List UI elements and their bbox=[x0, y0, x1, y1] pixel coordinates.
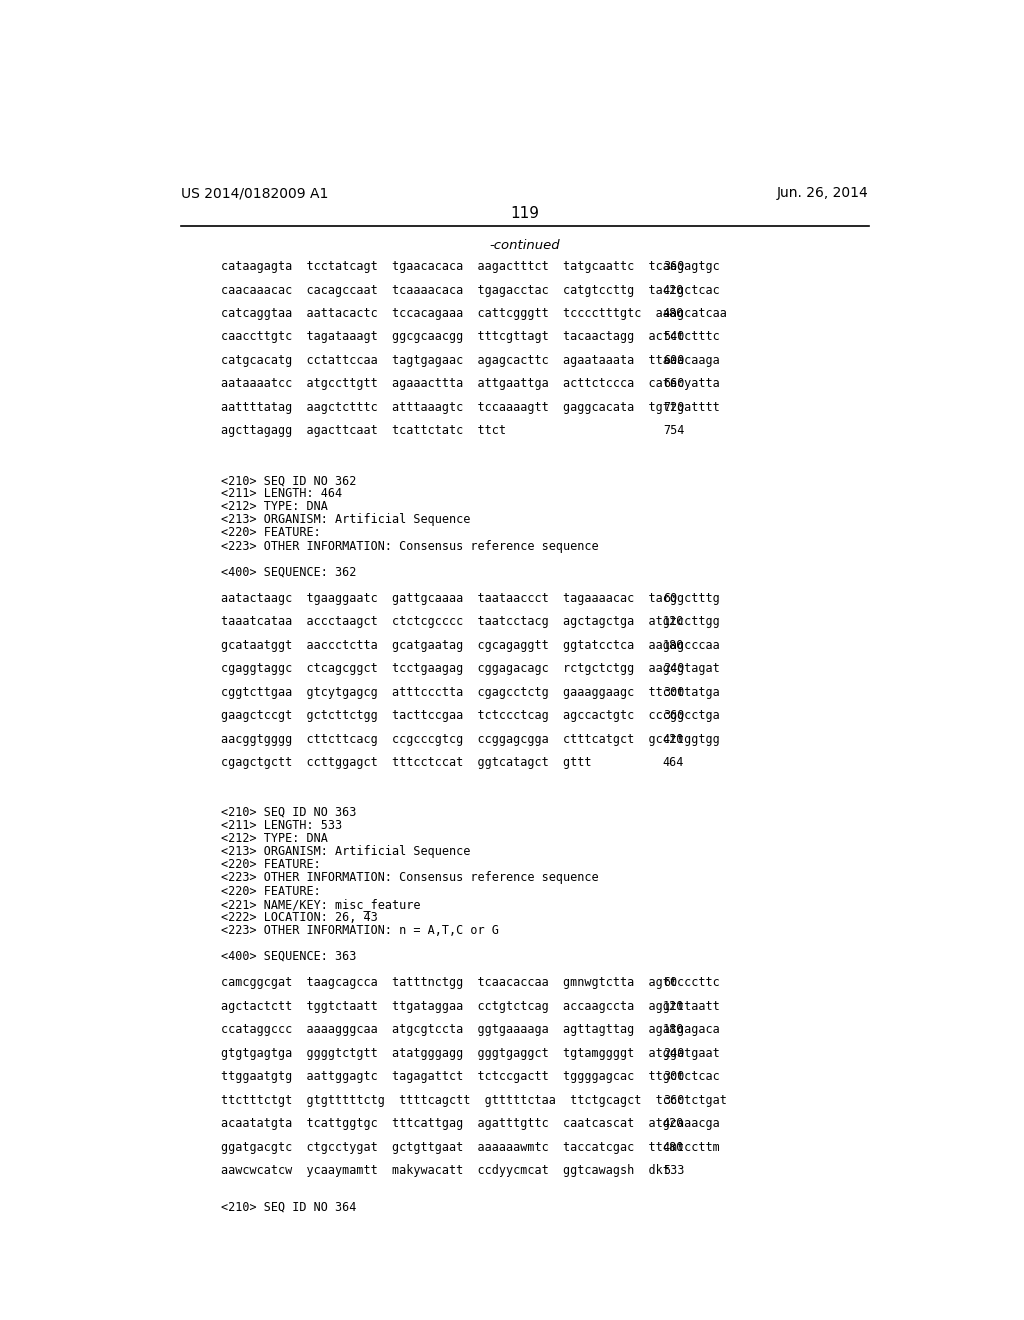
Text: ttctttctgt  gtgtttttctg  ttttcagctt  gtttttctaa  ttctgcagct  tccctctgat: ttctttctgt gtgtttttctg ttttcagctt gttttt… bbox=[221, 1093, 727, 1106]
Text: <223> OTHER INFORMATION: n = A,T,C or G: <223> OTHER INFORMATION: n = A,T,C or G bbox=[221, 924, 499, 937]
Text: gtgtgagtga  ggggtctgtt  atatgggagg  gggtgaggct  tgtamggggt  atggatgaat: gtgtgagtga ggggtctgtt atatgggagg gggtgag… bbox=[221, 1047, 720, 1060]
Text: <220> FEATURE:: <220> FEATURE: bbox=[221, 858, 321, 871]
Text: agcttagagg  agacttcaat  tcattctatc  ttct: agcttagagg agacttcaat tcattctatc ttct bbox=[221, 425, 506, 437]
Text: <400> SEQUENCE: 362: <400> SEQUENCE: 362 bbox=[221, 566, 356, 578]
Text: <223> OTHER INFORMATION: Consensus reference sequence: <223> OTHER INFORMATION: Consensus refer… bbox=[221, 540, 599, 553]
Text: <212> TYPE: DNA: <212> TYPE: DNA bbox=[221, 832, 328, 845]
Text: 754: 754 bbox=[663, 425, 684, 437]
Text: agctactctt  tggtctaatt  ttgataggaa  cctgtctcag  accaagccta  aggtttaatt: agctactctt tggtctaatt ttgataggaa cctgtct… bbox=[221, 999, 720, 1012]
Text: 60: 60 bbox=[663, 977, 677, 989]
Text: ccataggccc  aaaagggcaa  atgcgtccta  ggtgaaaaga  agttagttag  agatgagaca: ccataggccc aaaagggcaa atgcgtccta ggtgaaa… bbox=[221, 1023, 720, 1036]
Text: aattttatag  aagctctttc  atttaaagtc  tccaaaagtt  gaggcacata  tgttgatttt: aattttatag aagctctttc atttaaagtc tccaaaa… bbox=[221, 401, 720, 414]
Text: 660: 660 bbox=[663, 378, 684, 391]
Text: taaatcataa  accctaagct  ctctcgcccc  taatcctacg  agctagctga  atgtccttgg: taaatcataa accctaagct ctctcgcccc taatcct… bbox=[221, 615, 720, 628]
Text: acaatatgta  tcattggtgc  tttcattgag  agatttgttc  caatcascat  atgcaaacga: acaatatgta tcattggtgc tttcattgag agatttg… bbox=[221, 1117, 720, 1130]
Text: aataaaatcc  atgccttgtt  agaaacttta  attgaattga  acttctccca  catacyatta: aataaaatcc atgccttgtt agaaacttta attgaat… bbox=[221, 378, 720, 391]
Text: 120: 120 bbox=[663, 999, 684, 1012]
Text: 480: 480 bbox=[663, 1140, 684, 1154]
Text: US 2014/0182009 A1: US 2014/0182009 A1 bbox=[180, 186, 328, 201]
Text: <221> NAME/KEY: misc_feature: <221> NAME/KEY: misc_feature bbox=[221, 898, 421, 911]
Text: cgagctgctt  ccttggagct  tttcctccat  ggtcatagct  gttt: cgagctgctt ccttggagct tttcctccat ggtcata… bbox=[221, 756, 592, 770]
Text: 119: 119 bbox=[510, 206, 540, 222]
Text: cgaggtaggc  ctcagcggct  tcctgaagag  cggagacagc  rctgctctgg  aagcgtagat: cgaggtaggc ctcagcggct tcctgaagag cggagac… bbox=[221, 663, 720, 676]
Text: caaccttgtc  tagataaagt  ggcgcaacgg  tttcgttagt  tacaactagg  actctctttc: caaccttgtc tagataaagt ggcgcaacgg tttcgtt… bbox=[221, 330, 720, 343]
Text: 720: 720 bbox=[663, 401, 684, 414]
Text: Jun. 26, 2014: Jun. 26, 2014 bbox=[777, 186, 869, 201]
Text: 600: 600 bbox=[663, 354, 684, 367]
Text: cataagagta  tcctatcagt  tgaacacaca  aagactttct  tatgcaattc  tcaagagtgc: cataagagta tcctatcagt tgaacacaca aagactt… bbox=[221, 260, 720, 273]
Text: ttggaatgtg  aattggagtc  tagagattct  tctccgactt  tggggagcac  ttgctctcac: ttggaatgtg aattggagtc tagagattct tctccga… bbox=[221, 1071, 720, 1084]
Text: <211> LENGTH: 464: <211> LENGTH: 464 bbox=[221, 487, 342, 500]
Text: catcaggtaa  aattacactc  tccacagaaa  cattcgggtt  tcccctttgtc  aaagcatcaa: catcaggtaa aattacactc tccacagaaa cattcgg… bbox=[221, 308, 727, 319]
Text: catgcacatg  cctattccaa  tagtgagaac  agagcacttc  agaataaata  ttaaacaaga: catgcacatg cctattccaa tagtgagaac agagcac… bbox=[221, 354, 720, 367]
Text: 240: 240 bbox=[663, 1047, 684, 1060]
Text: 540: 540 bbox=[663, 330, 684, 343]
Text: caacaaacac  cacagccaat  tcaaaacaca  tgagacctac  catgtccttg  tactgctcac: caacaaacac cacagccaat tcaaaacaca tgagacc… bbox=[221, 284, 720, 297]
Text: 300: 300 bbox=[663, 686, 684, 698]
Text: <400> SEQUENCE: 363: <400> SEQUENCE: 363 bbox=[221, 950, 356, 964]
Text: ggatgacgtc  ctgcctygat  gctgttgaat  aaaaaawmtc  taccatcgac  ttcmtccttm: ggatgacgtc ctgcctygat gctgttgaat aaaaaaw… bbox=[221, 1140, 720, 1154]
Text: -continued: -continued bbox=[489, 239, 560, 252]
Text: <210> SEQ ID NO 364: <210> SEQ ID NO 364 bbox=[221, 1201, 356, 1213]
Text: <220> FEATURE:: <220> FEATURE: bbox=[221, 884, 321, 898]
Text: camcggcgat  taagcagcca  tatttnctgg  tcaacaccaa  gmnwgtctta  agttcccttc: camcggcgat taagcagcca tatttnctgg tcaacac… bbox=[221, 977, 720, 989]
Text: <213> ORGANISM: Artificial Sequence: <213> ORGANISM: Artificial Sequence bbox=[221, 513, 470, 527]
Text: 180: 180 bbox=[663, 1023, 684, 1036]
Text: 480: 480 bbox=[663, 308, 684, 319]
Text: 420: 420 bbox=[663, 284, 684, 297]
Text: 464: 464 bbox=[663, 756, 684, 770]
Text: <211> LENGTH: 533: <211> LENGTH: 533 bbox=[221, 818, 342, 832]
Text: aatactaagc  tgaaggaatc  gattgcaaaa  taataaccct  tagaaaacac  tacggctttg: aatactaagc tgaaggaatc gattgcaaaa taataac… bbox=[221, 591, 720, 605]
Text: gaagctccgt  gctcttctgg  tacttccgaa  tctccctcag  agccactgtc  cccggcctga: gaagctccgt gctcttctgg tacttccgaa tctccct… bbox=[221, 709, 720, 722]
Text: <212> TYPE: DNA: <212> TYPE: DNA bbox=[221, 500, 328, 513]
Text: 240: 240 bbox=[663, 663, 684, 676]
Text: 360: 360 bbox=[663, 260, 684, 273]
Text: cggtcttgaa  gtcytgagcg  atttccctta  cgagcctctg  gaaaggaagc  ttccttatga: cggtcttgaa gtcytgagcg atttccctta cgagcct… bbox=[221, 686, 720, 698]
Text: 360: 360 bbox=[663, 709, 684, 722]
Text: 60: 60 bbox=[663, 591, 677, 605]
Text: 300: 300 bbox=[663, 1071, 684, 1084]
Text: gcataatggt  aaccctctta  gcatgaatag  cgcagaggtt  ggtatcctca  aagagcccaa: gcataatggt aaccctctta gcatgaatag cgcagag… bbox=[221, 639, 720, 652]
Text: 533: 533 bbox=[663, 1164, 684, 1177]
Text: <213> ORGANISM: Artificial Sequence: <213> ORGANISM: Artificial Sequence bbox=[221, 845, 470, 858]
Text: aacggtgggg  cttcttcacg  ccgcccgtcg  ccggagcgga  ctttcatgct  gccttggtgg: aacggtgggg cttcttcacg ccgcccgtcg ccggagc… bbox=[221, 733, 720, 746]
Text: 420: 420 bbox=[663, 1117, 684, 1130]
Text: <223> OTHER INFORMATION: Consensus reference sequence: <223> OTHER INFORMATION: Consensus refer… bbox=[221, 871, 599, 884]
Text: <210> SEQ ID NO 362: <210> SEQ ID NO 362 bbox=[221, 474, 356, 487]
Text: 120: 120 bbox=[663, 615, 684, 628]
Text: <220> FEATURE:: <220> FEATURE: bbox=[221, 527, 321, 540]
Text: <222> LOCATION: 26, 43: <222> LOCATION: 26, 43 bbox=[221, 911, 378, 924]
Text: 420: 420 bbox=[663, 733, 684, 746]
Text: <210> SEQ ID NO 363: <210> SEQ ID NO 363 bbox=[221, 807, 356, 818]
Text: 180: 180 bbox=[663, 639, 684, 652]
Text: aawcwcatcw  ycaaymamtt  makywacatt  ccdyycmcat  ggtcawagsh  dkt: aawcwcatcw ycaaymamtt makywacatt ccdyycm… bbox=[221, 1164, 670, 1177]
Text: 360: 360 bbox=[663, 1093, 684, 1106]
